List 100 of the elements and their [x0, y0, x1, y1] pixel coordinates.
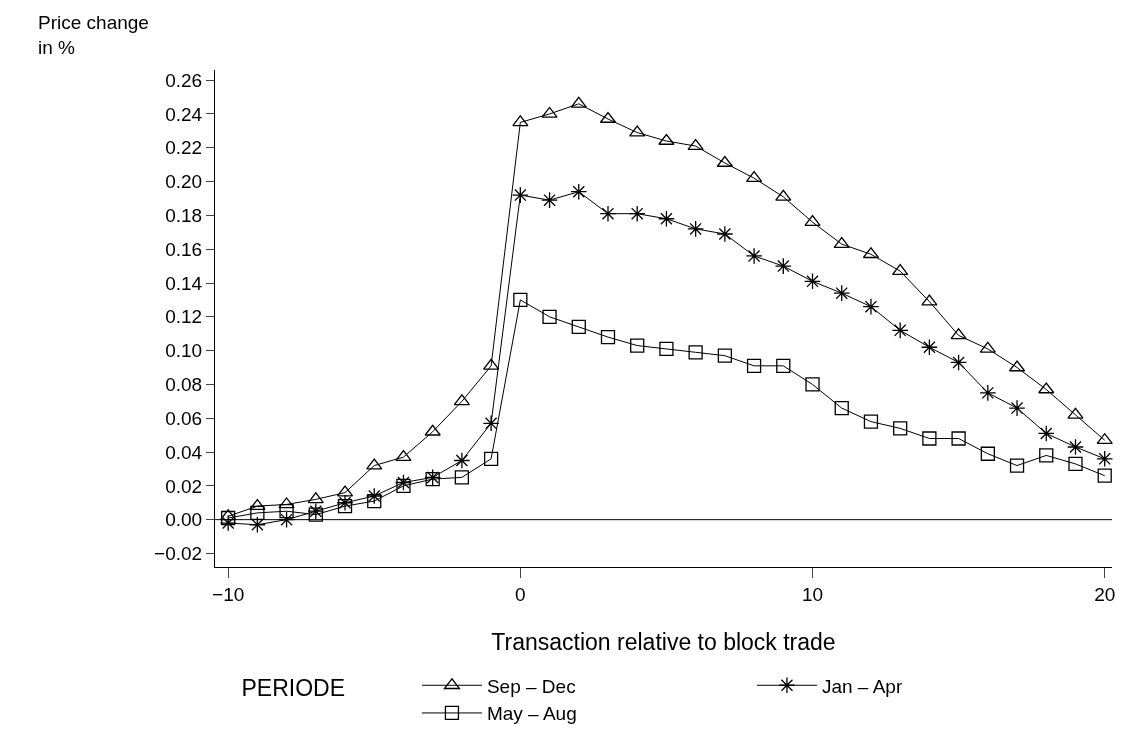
- point: [513, 292, 528, 308]
- point: [600, 329, 616, 345]
- y-tick-label: 0.24: [165, 103, 203, 125]
- point: [746, 358, 762, 373]
- point: [599, 205, 617, 223]
- point: [395, 449, 412, 462]
- point: [1039, 448, 1054, 463]
- point: [366, 458, 383, 470]
- y-tick-label: 0.14: [165, 272, 203, 294]
- point: [863, 414, 879, 429]
- point: [805, 377, 820, 392]
- point: [1009, 458, 1025, 473]
- point: [716, 225, 734, 243]
- point: [337, 498, 353, 514]
- point: [571, 319, 586, 335]
- y-tick-label: −0.02: [154, 543, 203, 565]
- point: [775, 189, 792, 201]
- point: [628, 205, 646, 223]
- point: [367, 493, 382, 509]
- point: [979, 341, 996, 353]
- y-tick-label: 0.26: [165, 69, 203, 91]
- point: [219, 514, 237, 532]
- point: [833, 284, 851, 302]
- legend-label: Jan – Apr: [821, 675, 903, 697]
- point: [541, 191, 558, 209]
- point: [395, 474, 412, 491]
- point: [570, 183, 588, 201]
- point: [950, 354, 968, 371]
- y-tick-label: 0.06: [165, 407, 203, 429]
- point: [950, 328, 967, 340]
- legend-label: Sep – Dec: [486, 675, 576, 697]
- x-axis-title: Transaction relative to block trade: [491, 629, 836, 656]
- point: [1097, 468, 1112, 483]
- point: [307, 502, 325, 520]
- y-axis-title: Price change in %: [38, 12, 149, 58]
- x-tick-label: 20: [1094, 583, 1116, 605]
- point: [658, 133, 675, 145]
- point: [1068, 456, 1083, 472]
- y-tick-label: 0.22: [165, 137, 203, 159]
- point: [629, 125, 646, 137]
- point: [221, 510, 236, 526]
- point: [980, 446, 995, 461]
- point: [774, 257, 792, 275]
- point: [541, 106, 558, 118]
- point: [891, 321, 909, 339]
- y-tick-label: 0.20: [165, 171, 203, 193]
- point: [308, 507, 323, 522]
- point: [834, 400, 849, 416]
- point: [483, 451, 499, 466]
- point: [279, 504, 294, 519]
- point: [1067, 407, 1084, 419]
- point: [570, 96, 587, 108]
- point: [892, 264, 909, 276]
- point: [396, 478, 411, 494]
- point: [657, 210, 675, 228]
- point: [687, 220, 705, 238]
- point: [1096, 433, 1113, 445]
- point: [921, 294, 938, 306]
- point: [804, 214, 821, 227]
- point: [1008, 399, 1026, 417]
- point: [1067, 438, 1084, 456]
- point: [511, 186, 529, 204]
- legend-title: PERIODE: [241, 675, 409, 702]
- x-tick-label: 10: [801, 583, 824, 605]
- point: [336, 494, 354, 512]
- point: [862, 298, 880, 316]
- point: [250, 505, 265, 521]
- y-tick-label: 0.12: [165, 306, 203, 328]
- y-tick-label: 0.16: [165, 238, 203, 260]
- point: [717, 348, 733, 363]
- point: [920, 338, 938, 356]
- y-tick-label: 0.00: [165, 509, 203, 531]
- point: [893, 421, 908, 436]
- point: [745, 247, 763, 265]
- point: [922, 431, 937, 446]
- point: [630, 338, 645, 353]
- x-tick-label: −10: [212, 583, 245, 605]
- y-tick-label: 0.02: [165, 475, 203, 497]
- point: [659, 341, 674, 357]
- point: [979, 384, 997, 402]
- point: [249, 498, 266, 511]
- point: [278, 497, 295, 509]
- point: [424, 424, 441, 436]
- point: [1096, 450, 1114, 468]
- point: [688, 345, 703, 360]
- point: [482, 414, 500, 432]
- point: [804, 272, 821, 290]
- point: [1037, 425, 1055, 442]
- point: [687, 138, 704, 150]
- point: [951, 431, 966, 446]
- x-tick-label: 0: [515, 583, 526, 605]
- point: [776, 358, 791, 373]
- y-tick-label: 0.18: [165, 205, 203, 227]
- point: [1038, 382, 1055, 394]
- point: [453, 452, 471, 469]
- point: [512, 115, 529, 127]
- point: [307, 492, 324, 504]
- y-tick-label: 0.10: [165, 340, 203, 362]
- point: [542, 309, 557, 324]
- y-tick-label: 0.08: [165, 374, 203, 396]
